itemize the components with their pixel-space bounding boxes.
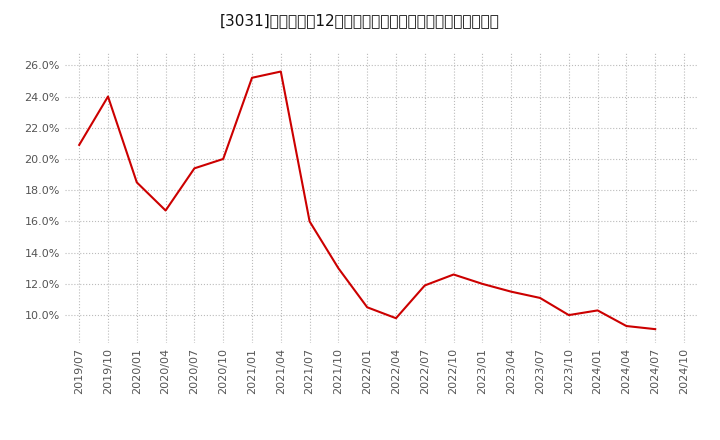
Text: [3031]　売上高の12か月移動合計の対前年同期増減率の推移: [3031] 売上高の12か月移動合計の対前年同期増減率の推移: [220, 13, 500, 28]
